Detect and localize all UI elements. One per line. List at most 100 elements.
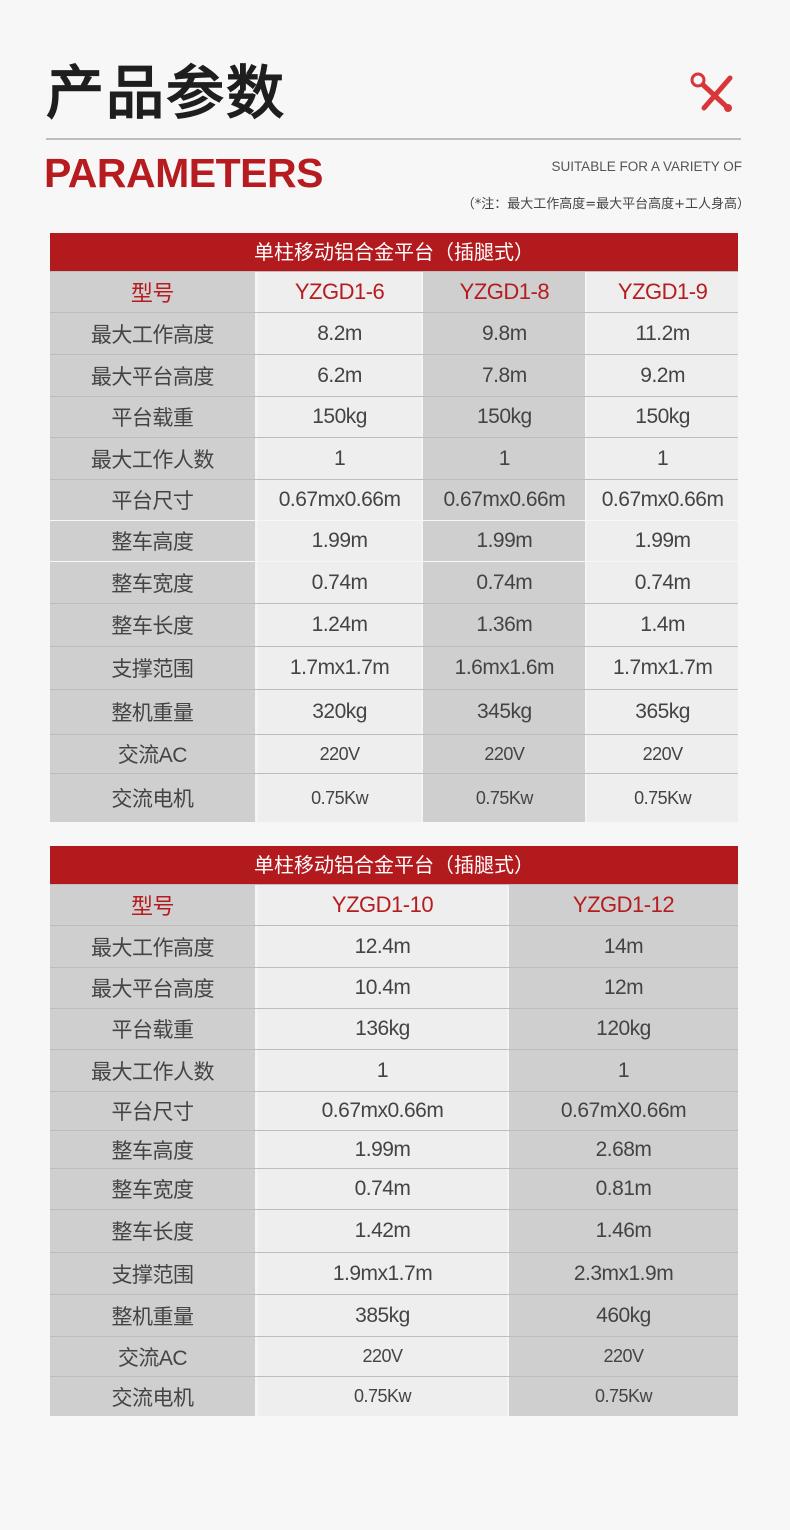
column-gap xyxy=(254,604,258,646)
table-row: 交流电机 0.75Kw 0.75Kw 0.75Kw xyxy=(50,773,739,822)
row-label: 最大工作人数 xyxy=(50,438,255,479)
column-gap xyxy=(254,690,258,734)
spec-value: 1.4m xyxy=(587,604,739,646)
column-gap xyxy=(507,1377,509,1416)
spec-value: 1.9mx1.7m xyxy=(258,1253,507,1294)
column-gap xyxy=(254,272,258,312)
spec-value: 2.3mx1.9m xyxy=(509,1253,738,1294)
row-label: 整车高度 xyxy=(50,1131,255,1168)
row-label: 平台尺寸 xyxy=(50,480,255,520)
row-label: 交流电机 xyxy=(50,1377,255,1416)
spec-value: 0.74m xyxy=(258,1169,507,1209)
spec-table-1: 单柱移动铝合金平台（插腿式） 型号 YZGD1-6 YZGD1-8 YZGD1-9 最大… xyxy=(50,233,739,822)
row-label: 最大平台高度 xyxy=(50,968,255,1008)
section-title-en: PARAMETERS xyxy=(44,150,323,196)
column-gap xyxy=(421,604,424,646)
spec-value: 1 xyxy=(423,438,586,479)
column-gap xyxy=(585,355,588,396)
column-gap xyxy=(255,1210,258,1252)
spec-value: 1.99m xyxy=(587,521,739,561)
row-label: 平台载重 xyxy=(50,1009,255,1049)
spec-table-2: 单柱移动铝合金平台（插腿式） 型号 YZGD1-10 YZGD1-12 最大工作高度 1… xyxy=(50,846,738,1416)
spec-value: 0.75Kw xyxy=(423,774,586,822)
column-gap xyxy=(421,647,424,689)
spec-value: 365kg xyxy=(587,690,739,734)
column-gap xyxy=(585,480,588,520)
row-label: 最大工作高度 xyxy=(50,926,255,967)
spec-value: 7.8m xyxy=(423,355,586,396)
spec-value: 1.7mx1.7m xyxy=(257,647,422,689)
row-label: 型号 xyxy=(50,272,255,312)
column-gap xyxy=(421,690,424,734)
row-label: 整机重量 xyxy=(50,1295,255,1336)
column-gap xyxy=(254,355,258,396)
row-label: 支撑范围 xyxy=(50,647,255,689)
spec-value: 320kg xyxy=(257,690,422,734)
column-gap xyxy=(585,313,588,354)
column-gap xyxy=(585,438,588,479)
model-header: YZGD1-12 xyxy=(509,885,738,925)
spec-value: 2.68m xyxy=(509,1131,738,1168)
column-gap xyxy=(585,647,588,689)
spec-value: 1.99m xyxy=(258,1131,507,1168)
table-row: 整车宽度 0.74m 0.81m xyxy=(50,1168,738,1209)
column-gap xyxy=(507,885,509,925)
column-gap xyxy=(507,1169,509,1209)
table-row: 平台尺寸 0.67mx0.66m 0.67mX0.66m xyxy=(50,1091,738,1130)
column-gap xyxy=(507,1131,509,1168)
table-row: 交流AC 220V 220V 220V xyxy=(50,734,739,773)
spec-value: 136kg xyxy=(258,1009,507,1049)
spec-value: 0.75Kw xyxy=(509,1377,738,1416)
spec-value: 150kg xyxy=(423,397,586,437)
row-label: 整车宽度 xyxy=(50,562,255,603)
spec-value: 1.99m xyxy=(257,521,422,561)
table-title: 单柱移动铝合金平台（插腿式） xyxy=(50,846,738,884)
spec-value: 1 xyxy=(257,438,422,479)
table-row: 整车宽度 0.74m 0.74m 0.74m xyxy=(50,561,739,603)
column-gap xyxy=(255,1092,258,1130)
column-gap xyxy=(585,562,588,603)
column-gap xyxy=(254,647,258,689)
spec-value: 10.4m xyxy=(258,968,507,1008)
spec-value: 0.74m xyxy=(587,562,739,603)
model-header: YZGD1-9 xyxy=(587,272,739,312)
spec-value: 12.4m xyxy=(258,926,507,967)
column-gap xyxy=(421,438,424,479)
column-gap xyxy=(255,1295,258,1336)
column-gap xyxy=(507,1050,509,1091)
column-gap xyxy=(585,397,588,437)
spec-value: 1.6mx1.6m xyxy=(423,647,586,689)
column-gap xyxy=(255,1009,258,1049)
column-gap xyxy=(255,885,258,925)
spec-value: 0.75Kw xyxy=(258,1377,507,1416)
table-row: 支撑范围 1.7mx1.7m 1.6mx1.6m 1.7mx1.7m xyxy=(50,646,739,689)
spec-value: 1.42m xyxy=(258,1210,507,1252)
column-gap xyxy=(585,272,588,312)
table-row: 平台载重 150kg 150kg 150kg xyxy=(50,396,739,437)
column-gap xyxy=(585,521,588,561)
page-title: 产品参数 xyxy=(46,59,287,127)
spec-value: 8.2m xyxy=(257,313,422,354)
column-gap xyxy=(421,480,424,520)
row-label: 整车宽度 xyxy=(50,1169,255,1209)
row-label: 最大工作高度 xyxy=(50,313,255,354)
spec-value: 220V xyxy=(423,735,586,773)
table-row: 交流电机 0.75Kw 0.75Kw xyxy=(50,1376,738,1416)
spec-value: 14m xyxy=(509,926,738,967)
column-gap xyxy=(421,355,424,396)
table-row: 支撑范围 1.9mx1.7m 2.3mx1.9m xyxy=(50,1252,738,1294)
spec-value: 150kg xyxy=(587,397,739,437)
table-row: 整机重量 385kg 460kg xyxy=(50,1294,738,1336)
column-gap xyxy=(585,690,588,734)
spec-value: 0.81m xyxy=(509,1169,738,1209)
row-label: 交流AC xyxy=(50,1337,255,1376)
column-gap xyxy=(507,1337,509,1376)
column-gap xyxy=(421,272,424,312)
row-label: 整车长度 xyxy=(50,604,255,646)
column-gap xyxy=(507,1295,509,1336)
column-gap xyxy=(254,397,258,437)
column-gap xyxy=(507,1253,509,1294)
column-gap xyxy=(421,562,424,603)
table-row: 整车高度 1.99m 1.99m 1.99m xyxy=(50,520,739,561)
column-gap xyxy=(255,926,258,967)
